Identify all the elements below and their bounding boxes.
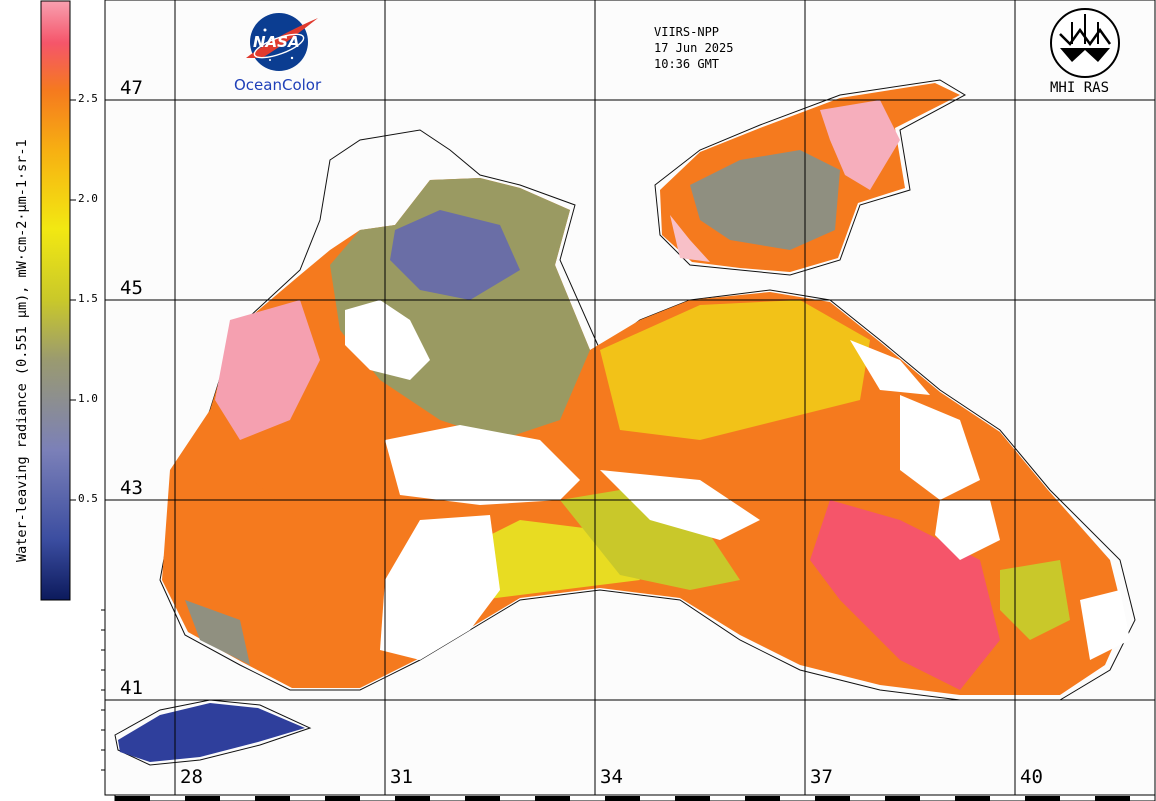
sensor-name: VIIRS-NPP — [654, 25, 720, 39]
longitude-label: 37 — [810, 766, 833, 788]
colorbar-tick-label: 0.5 — [78, 492, 98, 505]
mhi-emblem — [1050, 8, 1120, 78]
longitude-label: 34 — [600, 766, 623, 788]
sea-of-marmara — [118, 703, 305, 762]
sea-of-azov — [660, 83, 960, 272]
scale-ruler — [114, 794, 1156, 801]
colorbar-ticks — [70, 99, 76, 501]
nasa-logo — [246, 13, 318, 71]
colorbar-tick-label: 2.5 — [78, 92, 98, 105]
colorbar-tick-label: 1.0 — [78, 392, 98, 405]
latitude-label: 45 — [120, 277, 143, 299]
acquisition-date: 17 Jun 2025 — [654, 41, 734, 55]
black-sea — [162, 178, 1130, 695]
nasa-logo-text: NASA — [253, 33, 300, 51]
colorbar-bar — [40, 0, 71, 601]
latitude-label: 47 — [120, 77, 143, 99]
latitude-label: 41 — [120, 677, 143, 699]
acquisition-time: 10:36 GMT — [654, 57, 720, 71]
graticule — [105, 0, 1155, 795]
longitude-label: 31 — [390, 766, 413, 788]
longitude-label: 40 — [1020, 766, 1043, 788]
colorbar — [40, 0, 76, 601]
longitude-label: 28 — [180, 766, 203, 788]
colorbar-tick-label: 1.5 — [78, 292, 98, 305]
colorbar-title: Water-leaving radiance (0.551 µm), mW·cm… — [14, 139, 30, 562]
left-ruler — [101, 0, 106, 795]
latitude-label: 43 — [120, 477, 143, 499]
colorbar-tick-label: 2.0 — [78, 192, 98, 205]
mhi-ras-caption: MHI RAS — [1050, 80, 1110, 96]
oceancolor-caption: OceanColor — [234, 76, 322, 94]
